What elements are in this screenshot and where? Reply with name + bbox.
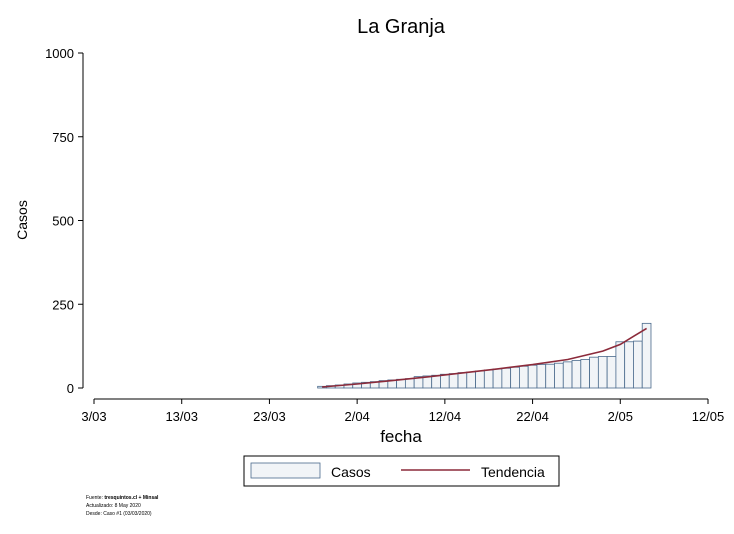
bar bbox=[431, 374, 441, 389]
x-tick-label: 2/04 bbox=[344, 409, 369, 424]
bar bbox=[510, 366, 520, 389]
footnote-since: Desde: Caso #1 (03/03/2020) bbox=[86, 511, 152, 517]
bar bbox=[501, 367, 512, 389]
x-tick-label: 2/05 bbox=[608, 409, 633, 424]
x-tick-label: 12/05 bbox=[692, 409, 725, 424]
bar bbox=[527, 364, 538, 389]
bar bbox=[457, 372, 468, 389]
bar bbox=[641, 322, 652, 389]
bar bbox=[554, 362, 564, 389]
trend-group bbox=[322, 327, 648, 388]
bar bbox=[633, 340, 643, 389]
bar bbox=[571, 360, 582, 389]
bar bbox=[562, 361, 573, 389]
bar bbox=[545, 363, 555, 389]
legend-swatch-casos bbox=[250, 462, 321, 479]
y-axis: 0 250 500 750 1000 bbox=[45, 46, 84, 396]
footnote-updated: Actualizado: 8 May 2020 bbox=[86, 503, 141, 509]
bar bbox=[404, 378, 415, 389]
bar bbox=[492, 368, 503, 389]
y-tick-label: 250 bbox=[52, 297, 74, 312]
bar bbox=[580, 359, 590, 389]
footnote-source-value: tresquintos.cl + Minsal bbox=[104, 495, 159, 501]
bar bbox=[536, 364, 547, 389]
bar bbox=[466, 371, 476, 389]
x-tick-label: 3/03 bbox=[81, 409, 106, 424]
bar bbox=[519, 365, 529, 389]
x-tick-label: 13/03 bbox=[165, 409, 198, 424]
bar bbox=[606, 356, 617, 389]
legend-label-tendencia: Tendencia bbox=[481, 464, 545, 480]
bar bbox=[440, 373, 450, 389]
bar bbox=[448, 373, 459, 389]
bar bbox=[589, 356, 599, 389]
y-tick-label: 750 bbox=[52, 130, 74, 145]
bars-group bbox=[317, 322, 652, 389]
x-tick-label: 22/04 bbox=[516, 409, 549, 424]
footnote-source: Fuente: tresquintos.cl + Minsal bbox=[86, 495, 158, 502]
legend: Casos Tendencia bbox=[243, 455, 560, 487]
y-tick-label: 1000 bbox=[45, 46, 74, 61]
y-tick-label: 500 bbox=[52, 214, 74, 229]
bar bbox=[597, 356, 608, 389]
x-axis: 3/03 13/03 23/03 2/04 12/04 22/04 2/05 12/05 bbox=[81, 398, 725, 424]
footnote-source-label: Fuente: bbox=[86, 495, 105, 501]
x-tick-label: 23/03 bbox=[253, 409, 286, 424]
trend-line bbox=[322, 327, 648, 388]
bar bbox=[483, 369, 494, 389]
x-axis-label: fecha bbox=[380, 427, 422, 446]
y-axis-label: Casos bbox=[14, 200, 30, 240]
y-tick-label: 0 bbox=[67, 381, 74, 396]
x-tick-label: 12/04 bbox=[429, 409, 462, 424]
legend-label-casos: Casos bbox=[331, 464, 371, 480]
bar bbox=[475, 370, 485, 389]
bar bbox=[624, 341, 634, 389]
bar bbox=[615, 341, 626, 389]
chart-title: La Granja bbox=[357, 16, 446, 38]
